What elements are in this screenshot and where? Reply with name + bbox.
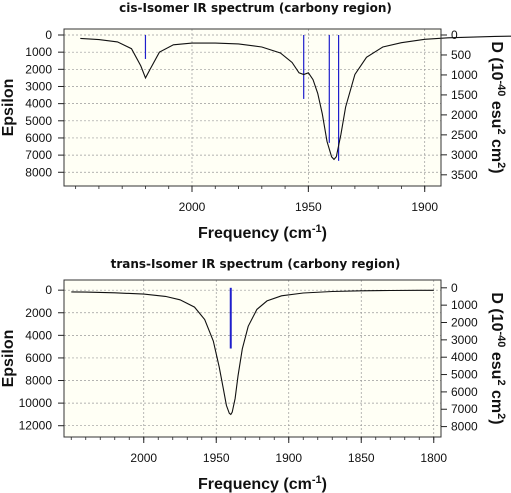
y2-tick-label: 2000 — [451, 108, 478, 122]
x-axis-label: Frequency (cm-1) — [198, 474, 327, 493]
y2-tick-label: 7000 — [451, 402, 478, 416]
y2-tick-label: 5000 — [451, 368, 478, 382]
spectrum-line — [71, 289, 434, 416]
x-tick-label: 2000 — [179, 200, 206, 214]
y2-axis-label-part: cm — [488, 386, 505, 414]
chart-1: 2000195019001850010002000300040005000600… — [0, 1, 511, 242]
y2-axis-label-part: 2 — [495, 379, 507, 385]
y2-axis-label-part: -40 — [495, 81, 507, 97]
y-tick-label: 7000 — [25, 148, 52, 162]
y2-tick-label: 2500 — [451, 128, 478, 142]
y2-axis-label-part: D (10 — [488, 292, 505, 331]
y2-tick-label: 1000 — [451, 298, 478, 312]
plot-area — [64, 29, 441, 186]
y2-tick-label: 8000 — [451, 420, 478, 434]
plot-frame — [63, 279, 442, 438]
y-axis-label: Epsilon — [0, 330, 17, 388]
y2-tick-label: 6000 — [451, 385, 478, 399]
y2-axis-label: D (10-40 esu2 cm2) — [488, 41, 507, 173]
y2-axis-label-part: ) — [488, 419, 505, 424]
y-tick-label: 2000 — [25, 62, 52, 76]
y-axis-label: Epsilon — [0, 79, 17, 137]
spectrum-line — [80, 35, 511, 161]
y2-tick-label: 4000 — [451, 350, 478, 364]
y-tick-label: 6000 — [25, 351, 52, 365]
y2-axis-label-part: 2 — [495, 162, 507, 168]
chart-2: 2000 1950 1900 1850 1800 0 2000 4000 6000 8000 100… — [0, 257, 507, 493]
y2-axis-label-part: ) — [488, 168, 505, 173]
x-tick-label: 1900 — [411, 200, 438, 214]
y2-tick-label: 1000 — [451, 68, 478, 82]
y2-axis-label: D (10-40 esu2 cm2) — [488, 292, 507, 424]
y2-tick-label: 0 — [451, 28, 458, 42]
y2-tick-label: 3000 — [451, 148, 478, 162]
y2-axis-label-part: D (10 — [488, 41, 505, 80]
y2-tick-label: 1500 — [451, 88, 478, 102]
y-tick-label: 0 — [45, 283, 52, 297]
y-tick-label: 3000 — [25, 79, 52, 93]
x-tick-label: 1950 — [203, 451, 230, 465]
x-tick-label: 1850 — [348, 451, 375, 465]
y-tick-label: 2000 — [25, 306, 52, 320]
y2-tick-label: 3000 — [451, 333, 478, 347]
x-axis-label-end: ) — [322, 476, 327, 493]
y2-axis-label-part: esu — [488, 347, 505, 379]
plot-frame — [63, 28, 442, 187]
y-tick-label: 12000 — [19, 419, 53, 433]
y-tick-label: 8000 — [25, 374, 52, 388]
y-tick-label: 5000 — [25, 114, 52, 128]
y2-axis-label-part: 2 — [495, 413, 507, 419]
y2-tick-label: 2000 — [451, 316, 478, 330]
y2-axis-label-part: 2 — [495, 128, 507, 134]
y2-tick-label: 500 — [451, 48, 471, 62]
y2-axis-label-part: -40 — [495, 332, 507, 348]
y2-tick-label: 0 — [451, 281, 458, 295]
x-axis-label-sup: -1 — [312, 474, 322, 486]
y-tick-label: 4000 — [25, 97, 52, 111]
y-tick-label: 1000 — [25, 45, 52, 59]
chart-title: cis-Isomer IR spectrum (carbony region) — [119, 1, 392, 15]
y2-axis-label-part: cm — [488, 135, 505, 163]
x-tick-label: 1950 — [295, 200, 322, 214]
y-tick-label: 10000 — [19, 396, 53, 410]
x-axis-label-main: Frequency (cm — [198, 225, 312, 242]
plot-area — [64, 280, 441, 437]
y-tick-label: 0 — [45, 28, 52, 42]
y2-tick-label: 3500 — [451, 168, 478, 182]
x-tick-label: 2000 — [130, 451, 157, 465]
x-axis-label-main: Frequency (cm — [198, 476, 312, 493]
x-tick-label: 1900 — [275, 451, 302, 465]
chart-title: trans-Isomer IR spectrum (carbony region… — [111, 257, 401, 271]
y-tick-label: 8000 — [25, 165, 52, 179]
y2-axis-label-part: esu — [488, 96, 505, 128]
y-tick-label: 6000 — [25, 131, 52, 145]
x-axis-label-end: ) — [322, 225, 327, 242]
x-axis-label-sup: -1 — [312, 223, 322, 235]
y-tick-label: 4000 — [25, 328, 52, 342]
x-tick-label: 1800 — [420, 451, 447, 465]
x-axis-label: Frequency (cm-1) — [198, 223, 327, 242]
